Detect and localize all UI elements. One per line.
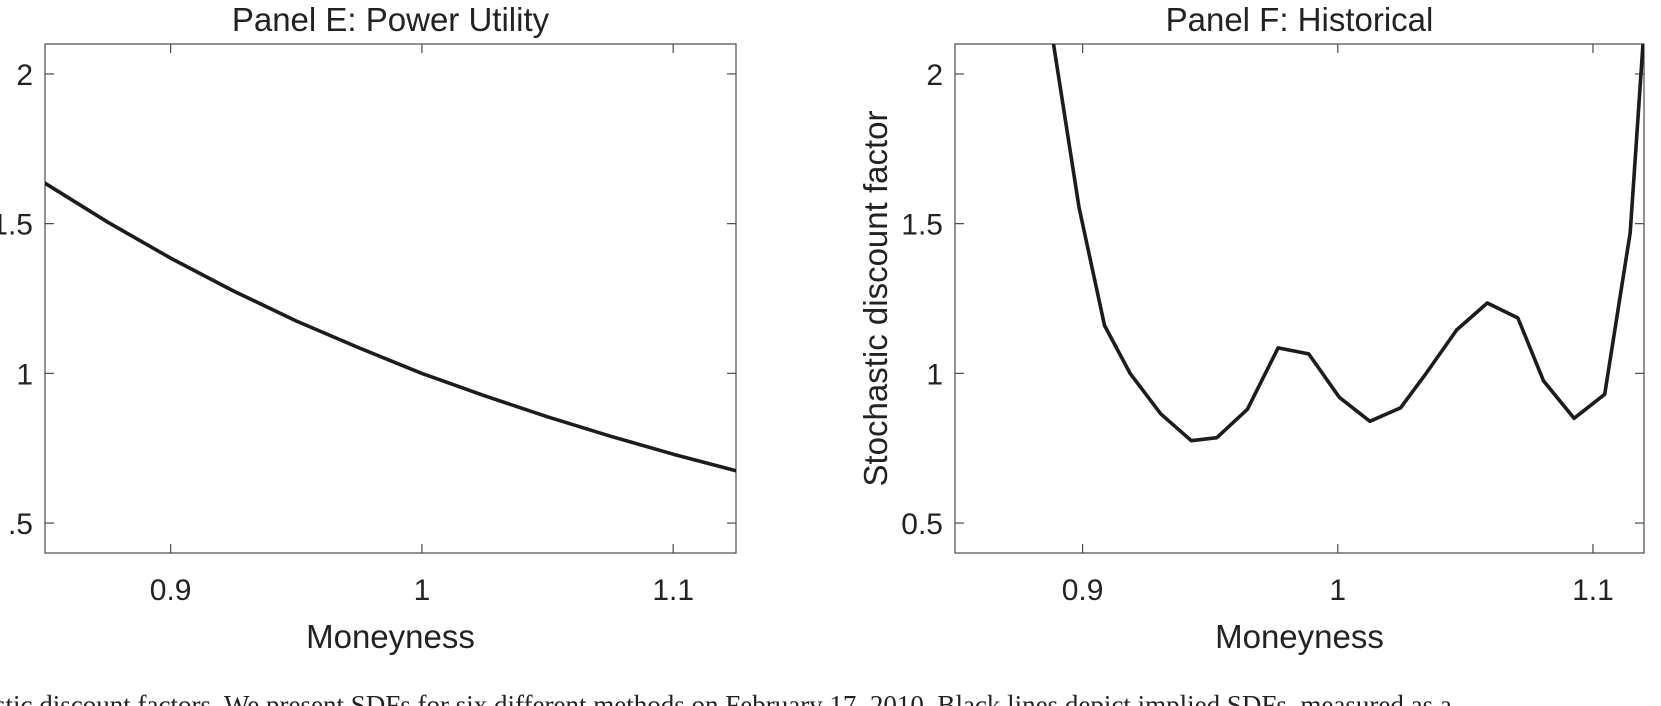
y-tick-label: 1 [926, 358, 943, 391]
panel-title: Panel F: Historical [1166, 1, 1434, 38]
y-tick-label: 2 [926, 59, 943, 92]
plot-frame [44, 43, 737, 554]
x-axis-label: Moneyness [306, 618, 475, 655]
y-tick-label: 1.5 [901, 209, 943, 242]
x-tick-label: 0.9 [150, 574, 192, 607]
y-tick-label: 0.5 [901, 508, 943, 541]
y-axis-label: Stochastic discount factor [857, 110, 894, 486]
x-tick-label: 0.9 [1062, 574, 1104, 607]
panel-title: Panel E: Power Utility [232, 1, 550, 38]
x-axis-label: Moneyness [1215, 618, 1384, 655]
series-line-1 [45, 181, 736, 473]
x-tick-label: 1 [414, 574, 431, 607]
figure-caption: stic discount factors. We present SDFs f… [0, 686, 1661, 706]
y-tick-label: 1.5 [0, 209, 33, 242]
y-tick-label: 2 [16, 59, 33, 92]
chart-panel-1: 0.9 1 1.1 .5 1 1.5 2 Panel E: Power Utility Mone… [0, 1, 737, 655]
plot-frame [954, 43, 1645, 554]
y-tick-label: .5 [8, 508, 33, 541]
chart-panel-2: 0.9 1 1.1 0.5 1 1.5 2 Panel F: Historical Moneyn… [857, 1, 1645, 655]
y-tick-label: 1 [16, 358, 33, 391]
series-line-1 [1051, 44, 1644, 443]
x-tick-label: 1.1 [652, 574, 694, 607]
x-tick-label: 1.1 [1572, 574, 1614, 607]
x-tick-label: 1 [1329, 574, 1346, 607]
chart-figure: 0.9 1 1.1 .5 1 1.5 2 Panel E: Power Utility Mone… [0, 1, 1645, 655]
caption-text: stic discount factors. We present SDFs f… [0, 690, 1452, 706]
